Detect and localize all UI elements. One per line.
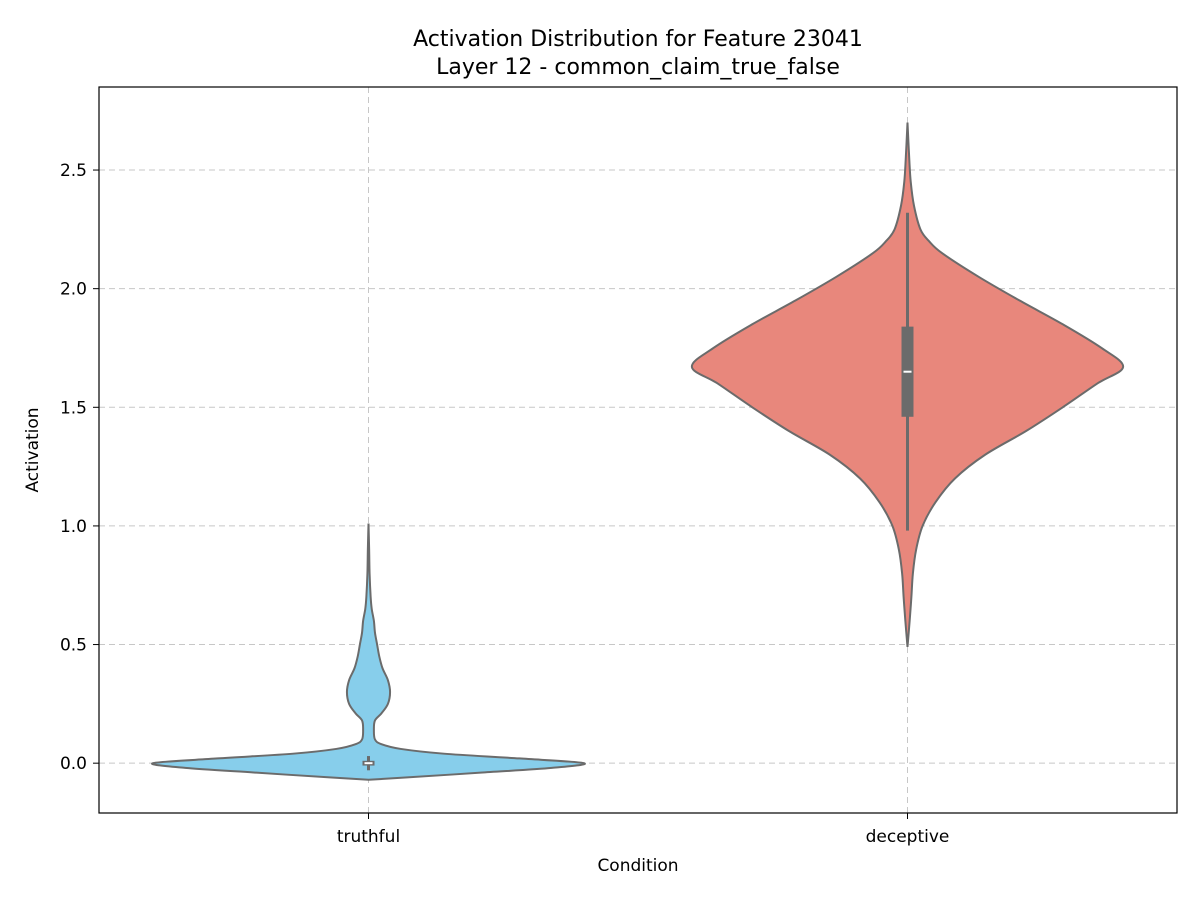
y-axis-label: Activation bbox=[23, 407, 43, 492]
chart-title: Activation Distribution for Feature 2304… bbox=[413, 27, 863, 52]
y-tick-label: 1.5 bbox=[60, 398, 87, 418]
violin-truthful bbox=[151, 523, 586, 781]
x-axis: truthful deceptive bbox=[337, 813, 950, 847]
y-tick-label: 2.5 bbox=[60, 161, 87, 181]
y-tick-label: 0.0 bbox=[60, 754, 87, 774]
boxplot-layer bbox=[362, 212, 914, 771]
y-tick-label: 0.5 bbox=[60, 636, 87, 656]
x-tick-label-deceptive: deceptive bbox=[866, 827, 950, 847]
violin-layer bbox=[151, 122, 1125, 781]
grid-layer bbox=[99, 87, 1177, 813]
y-axis: 0.0 0.5 1.0 1.5 2.0 2.5 bbox=[60, 161, 99, 774]
y-tick-label: 2.0 bbox=[60, 280, 87, 300]
x-axis-label: Condition bbox=[597, 856, 678, 876]
x-tick-label-truthful: truthful bbox=[337, 827, 400, 847]
plot-frame bbox=[98, 86, 1178, 814]
y-tick-label: 1.0 bbox=[60, 517, 87, 537]
chart-subtitle: Layer 12 - common_claim_true_false bbox=[436, 55, 840, 80]
